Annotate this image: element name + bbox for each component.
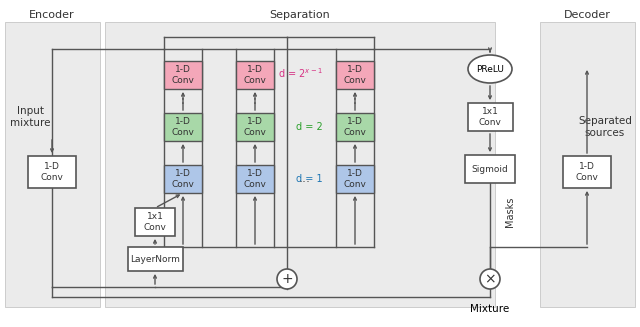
Text: Separated
sources: Separated sources bbox=[578, 116, 632, 138]
Text: LayerNorm: LayerNorm bbox=[130, 254, 180, 264]
Ellipse shape bbox=[468, 55, 512, 83]
Bar bbox=[336, 61, 374, 89]
Text: ⋮: ⋮ bbox=[348, 92, 362, 106]
Bar bbox=[236, 113, 274, 141]
Bar bbox=[135, 208, 175, 236]
Text: 1-D
Conv: 1-D Conv bbox=[244, 117, 266, 137]
Bar bbox=[563, 156, 611, 188]
Text: 1-D
Conv: 1-D Conv bbox=[172, 117, 195, 137]
Text: 1-D
Conv: 1-D Conv bbox=[575, 162, 598, 182]
Bar bbox=[127, 247, 182, 271]
Text: Masks: Masks bbox=[505, 197, 515, 227]
Bar bbox=[336, 165, 374, 193]
Bar bbox=[164, 61, 202, 89]
Text: Mixture: Mixture bbox=[470, 304, 509, 314]
Text: 1-D
Conv: 1-D Conv bbox=[344, 65, 367, 85]
Text: Decoder: Decoder bbox=[564, 10, 611, 20]
Text: ⋮: ⋮ bbox=[176, 92, 190, 106]
Bar bbox=[164, 113, 202, 141]
Text: 1-D
Conv: 1-D Conv bbox=[244, 169, 266, 189]
Bar bbox=[467, 103, 513, 131]
Circle shape bbox=[277, 269, 297, 289]
Bar bbox=[28, 156, 76, 188]
Text: ⋮: ⋮ bbox=[248, 92, 262, 106]
Text: 1-D
Conv: 1-D Conv bbox=[40, 162, 63, 182]
Text: 1x1
Conv: 1x1 Conv bbox=[479, 107, 501, 127]
Text: 1x1
Conv: 1x1 Conv bbox=[143, 212, 166, 232]
Text: d = 1: d = 1 bbox=[296, 174, 323, 184]
Text: 1-D
Conv: 1-D Conv bbox=[172, 65, 195, 85]
Text: 1-D
Conv: 1-D Conv bbox=[344, 117, 367, 137]
Bar bbox=[540, 22, 635, 307]
Text: ×: × bbox=[484, 272, 496, 286]
Text: 1-D
Conv: 1-D Conv bbox=[344, 169, 367, 189]
Text: Separation: Separation bbox=[269, 10, 330, 20]
Text: d = 2$^{x-1}$: d = 2$^{x-1}$ bbox=[278, 66, 323, 80]
Text: 1-D
Conv: 1-D Conv bbox=[172, 169, 195, 189]
Text: Input
mixture: Input mixture bbox=[10, 106, 51, 128]
Bar bbox=[465, 155, 515, 183]
Text: Sigmoid: Sigmoid bbox=[472, 164, 508, 174]
Bar bbox=[236, 165, 274, 193]
Bar bbox=[336, 113, 374, 141]
Text: d = 2: d = 2 bbox=[296, 122, 323, 132]
Text: 1-D
Conv: 1-D Conv bbox=[244, 65, 266, 85]
Bar bbox=[236, 61, 274, 89]
Bar bbox=[105, 22, 495, 307]
Text: +: + bbox=[281, 272, 293, 286]
Bar bbox=[164, 165, 202, 193]
Text: Encoder: Encoder bbox=[29, 10, 75, 20]
Text: PReLU: PReLU bbox=[476, 64, 504, 74]
Bar bbox=[5, 22, 100, 307]
Circle shape bbox=[480, 269, 500, 289]
Text: ...: ... bbox=[299, 173, 311, 185]
